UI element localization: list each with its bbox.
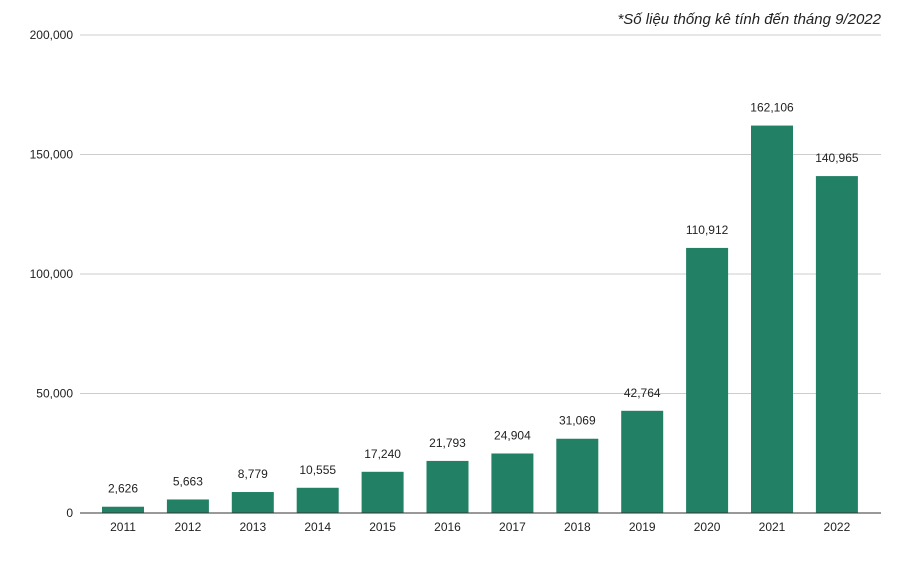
- x-tick-label-2021: 2021: [759, 520, 786, 534]
- bar-2022: [815, 176, 858, 514]
- data-label-2020: 110,912: [686, 223, 729, 237]
- data-label-2012: 5,663: [173, 474, 203, 488]
- bar-2016: [426, 460, 469, 513]
- bar-2011: [102, 506, 144, 513]
- x-tick-label-2017: 2017: [499, 520, 526, 534]
- bar-2014: [296, 487, 339, 513]
- data-label-2017: 24,904: [494, 428, 531, 442]
- x-tick-label-2022: 2022: [824, 520, 851, 534]
- x-tick-label-2011: 2011: [110, 520, 136, 534]
- x-tick-label-2014: 2014: [304, 520, 331, 534]
- data-label-2013: 8,779: [238, 467, 268, 481]
- bar-2017: [491, 453, 534, 513]
- x-tick-label-2016: 2016: [434, 520, 461, 534]
- data-label-2022: 140,965: [815, 151, 859, 165]
- x-axis-ticks: 2011 2012 2013 2014 2015 2016 2017 2018 2019 2020…: [110, 520, 850, 534]
- data-label-2011: 2,626: [108, 482, 138, 496]
- y-tick-label: 100,000: [30, 267, 74, 281]
- bars: [102, 125, 858, 514]
- x-tick-label-2013: 2013: [239, 520, 266, 534]
- x-tick-label-2015: 2015: [369, 520, 396, 534]
- x-tick-label-2019: 2019: [629, 520, 656, 534]
- data-labels: 2,626 5,663 8,779 10,555 17,240 21,793 24,904 3…: [108, 101, 859, 496]
- bar-2015: [361, 471, 404, 513]
- bar-2018: [556, 438, 599, 513]
- bar-2012: [166, 499, 209, 513]
- chart-note: *Số liệu thống kê tính đến tháng 9/2022: [617, 11, 881, 28]
- bar-2021: [751, 125, 793, 514]
- gridlines: [80, 34, 881, 394]
- x-tick-label-2018: 2018: [564, 520, 591, 534]
- data-label-2018: 31,069: [559, 414, 596, 428]
- data-label-2014: 10,555: [299, 463, 336, 477]
- y-tick-label: 150,000: [30, 148, 74, 162]
- x-tick-label-2020: 2020: [694, 520, 721, 534]
- bar-2013: [231, 492, 274, 513]
- data-label-2021: 162,106: [750, 101, 794, 115]
- data-label-2019: 42,764: [624, 386, 661, 400]
- data-label-2015: 17,240: [364, 447, 401, 461]
- bar-2019: [621, 410, 664, 513]
- y-tick-label: 50,000: [36, 387, 73, 401]
- y-tick-label: 0: [66, 506, 73, 520]
- x-tick-label-2012: 2012: [175, 520, 202, 534]
- y-axis-ticks: 0 50,000 100,000 150,000 200,000: [30, 28, 74, 520]
- y-tick-label: 200,000: [30, 28, 74, 42]
- data-label-2016: 21,793: [429, 436, 466, 450]
- bar-2020: [686, 247, 729, 513]
